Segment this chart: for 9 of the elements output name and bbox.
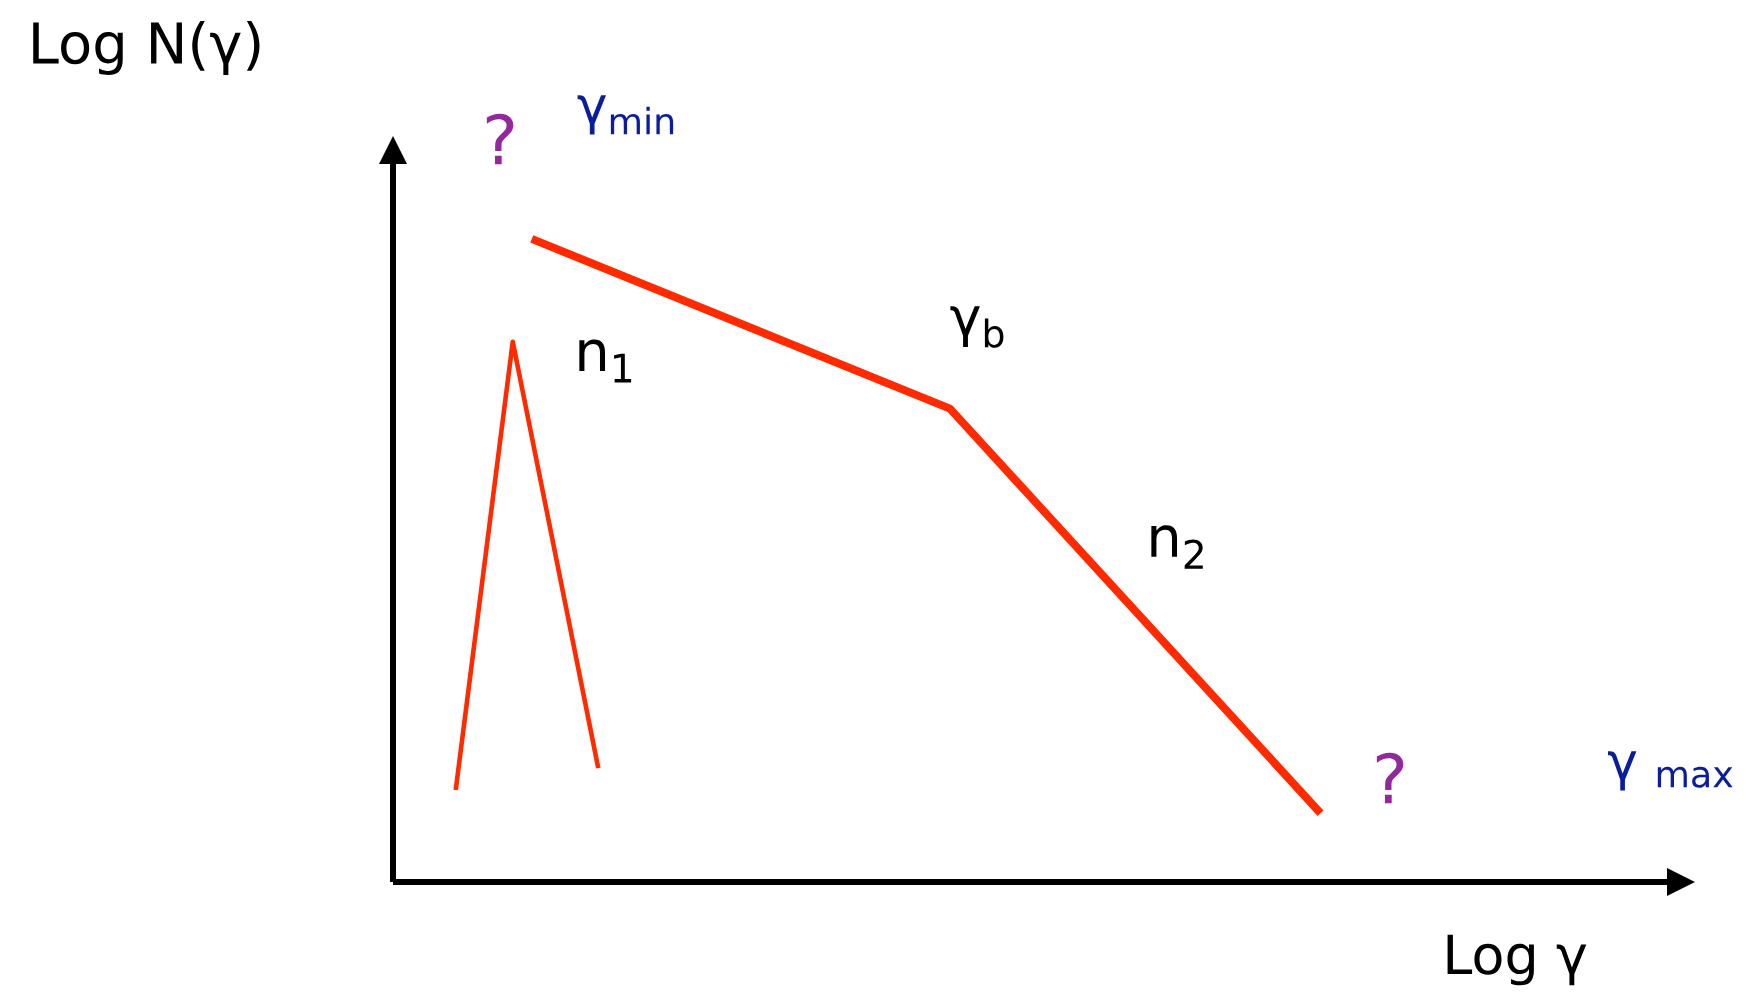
x-axis-title: Log γ xyxy=(1447,934,1587,986)
text: ? xyxy=(486,113,514,165)
y-axis-title: Log N(γ) xyxy=(33,20,260,76)
text: γ$_{min}$ xyxy=(577,95,674,135)
annotation: γ $_{max}$ xyxy=(1608,751,1733,791)
annotation: n$_{2}$ xyxy=(1151,525,1203,569)
annotation: n$_{1}$ xyxy=(579,339,632,383)
annotation: ? xyxy=(1376,752,1404,804)
annotation: γ$_{b}$ xyxy=(950,306,1004,348)
